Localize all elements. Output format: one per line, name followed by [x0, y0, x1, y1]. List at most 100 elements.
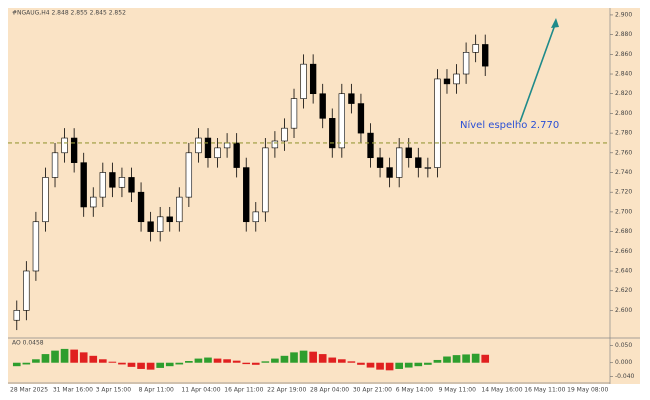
- candle-body: [281, 127, 288, 142]
- candle-body: [176, 196, 183, 223]
- ao-bar: [98, 359, 107, 363]
- candle-body: [386, 167, 393, 178]
- ao-bar: [41, 354, 50, 363]
- y-tick-label: 2.840: [615, 71, 632, 78]
- candle-body: [90, 196, 97, 208]
- candle-body: [424, 167, 432, 169]
- y-tick-label: 2.780: [615, 130, 632, 137]
- candle-body: [415, 157, 422, 168]
- ao-bar: [261, 361, 270, 363]
- x-tick-label: 11 Apr 04:00: [181, 387, 220, 394]
- candle-body: [214, 147, 221, 159]
- y-tick-label: 2.880: [615, 31, 632, 38]
- y-tick-label: 2.820: [615, 90, 632, 97]
- ao-bar: [290, 352, 298, 363]
- x-tick-label: 30 Apr 21:00: [353, 387, 392, 394]
- x-tick-label: 22 Apr 19:00: [267, 387, 306, 394]
- x-tick-label: 3 Apr 15:00: [96, 387, 131, 394]
- candle-body: [376, 157, 384, 168]
- candle-body: [262, 147, 269, 213]
- candle-body: [42, 177, 49, 223]
- candle-body: [32, 221, 40, 272]
- ao-bar: [443, 356, 451, 363]
- ao-bar: [118, 362, 126, 365]
- ao-bar: [337, 359, 346, 363]
- ao-bar: [452, 355, 461, 363]
- ao-bar: [462, 354, 470, 363]
- ao-bar: [137, 362, 145, 369]
- ao-bar: [108, 361, 117, 363]
- candle-body: [472, 44, 479, 53]
- ao-bar: [385, 362, 394, 371]
- candle-body: [51, 152, 59, 178]
- ao-bar: [127, 362, 136, 367]
- ao-bar: [309, 351, 317, 363]
- y-tick-label: 2.760: [615, 149, 632, 156]
- ao-bar: [280, 355, 289, 363]
- indicator-tick-label: 0.050: [615, 342, 632, 349]
- ao-bar: [376, 362, 384, 370]
- y-tick-label: 2.860: [615, 51, 632, 58]
- candle-body: [396, 147, 403, 178]
- ao-bar: [271, 358, 279, 363]
- candle-body: [405, 147, 412, 159]
- candle-body: [195, 137, 202, 154]
- annotation: Nível espelho 2.770: [460, 119, 559, 131]
- candle-body: [70, 137, 78, 163]
- candle-body: [23, 270, 30, 311]
- ao-bar: [251, 362, 260, 365]
- y-tick-label: 2.660: [615, 248, 632, 255]
- x-tick-label: 28 Mar 2025: [10, 387, 48, 394]
- ao-bar: [146, 362, 155, 370]
- ao-bar: [156, 362, 165, 368]
- candle-body: [99, 172, 106, 198]
- indicator-tick-label: -0.040: [615, 373, 635, 380]
- ao-bar: [357, 362, 365, 365]
- trend-arrow: [519, 21, 557, 123]
- candle-body: [443, 78, 451, 85]
- ao-bar: [404, 362, 413, 368]
- candle-body: [185, 152, 193, 198]
- y-tick-label: 2.700: [615, 208, 632, 215]
- ao-bar: [433, 359, 442, 363]
- x-tick-label: 16 May 11:00: [524, 387, 565, 394]
- candle-body: [128, 177, 135, 193]
- ao-bar: [471, 353, 480, 363]
- ao-bar: [204, 357, 212, 363]
- ao-bar: [366, 362, 375, 368]
- x-tick-label: 28 Apr 04:00: [310, 387, 349, 394]
- candle-body: [13, 310, 20, 321]
- ao-bar: [347, 361, 356, 363]
- y-tick-label: 2.800: [615, 110, 632, 117]
- x-tick-label: 19 May 08:00: [567, 387, 608, 394]
- chart-title: #NGAUG,H4 2.848 2.855 2.845 2.852: [12, 10, 126, 17]
- candle-body: [252, 211, 259, 223]
- x-tick-label: 6 May 14:00: [396, 387, 434, 394]
- ao-bar: [12, 362, 21, 367]
- candle-body: [61, 137, 68, 154]
- ao-bar: [213, 358, 222, 363]
- ao-bar: [318, 354, 327, 363]
- ao-bar: [481, 354, 490, 363]
- candle-body: [338, 93, 345, 149]
- ao-bar: [60, 348, 69, 363]
- ao-bar: [32, 359, 40, 363]
- y-tick-label: 2.680: [615, 228, 632, 235]
- candle-body: [137, 191, 145, 223]
- ao-bar: [242, 362, 251, 365]
- candle-body: [357, 103, 365, 134]
- candle-body: [157, 216, 164, 232]
- x-tick-label: 9 May 11:00: [439, 387, 477, 394]
- candle-body: [367, 132, 374, 159]
- ao-bar: [414, 362, 423, 367]
- ao-bar: [79, 352, 88, 363]
- candle-body: [462, 52, 470, 75]
- x-tick-label: 8 Apr 11:00: [139, 387, 174, 394]
- y-tick-label: 2.740: [615, 169, 632, 176]
- candle-body: [434, 78, 441, 168]
- candle-body: [118, 177, 126, 188]
- y-tick-label: 2.900: [615, 11, 632, 18]
- candle-body: [109, 172, 116, 188]
- y-tick-label: 2.620: [615, 287, 632, 294]
